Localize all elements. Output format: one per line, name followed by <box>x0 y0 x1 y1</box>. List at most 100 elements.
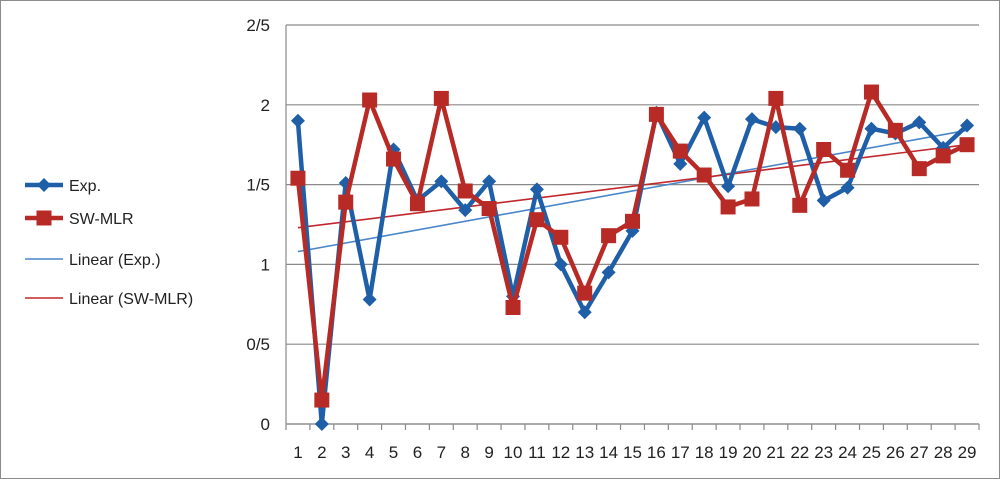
data-point <box>744 112 759 127</box>
data-point <box>887 122 903 138</box>
x-tick-label: 12 <box>551 443 570 462</box>
legend-label: Linear (Exp.) <box>69 252 161 269</box>
legend-item-1: SW-MLR <box>25 210 134 228</box>
data-point <box>386 151 402 167</box>
data-point <box>481 201 497 217</box>
y-tick-label: 2/5 <box>246 16 270 35</box>
data-point <box>672 143 688 159</box>
data-point <box>959 137 975 153</box>
data-point <box>625 213 640 229</box>
x-tick-label: 10 <box>504 443 523 462</box>
trendline-3 <box>297 143 968 229</box>
x-tick-label: 5 <box>389 443 398 462</box>
x-tick-label: 24 <box>838 443 857 462</box>
x-tick-label: 23 <box>814 443 833 462</box>
data-point <box>409 196 425 212</box>
data-point <box>744 191 760 207</box>
legend: Exp. SW-MLR Linear (Exp.) Linear (SW-MLR) <box>25 178 193 308</box>
legend-marker <box>37 178 51 192</box>
data-point <box>601 228 617 244</box>
data-point <box>433 90 449 106</box>
data-point <box>577 305 592 320</box>
x-tick-label: 17 <box>671 443 690 462</box>
data-point <box>290 113 305 128</box>
x-tick-label: 16 <box>647 443 666 462</box>
x-tick-label: 3 <box>341 443 350 462</box>
data-point <box>553 229 569 245</box>
x-axis: 1 2 3 4 5 6 7 8 9 10 11 12 13 14 15 16 17 18 19 20 21 22 23 24 2… <box>285 423 980 462</box>
data-point <box>553 257 568 272</box>
x-tick-label: 28 <box>934 443 953 462</box>
data-point <box>792 121 807 136</box>
data-point <box>577 285 593 301</box>
data-point <box>648 106 664 122</box>
x-tick-label: 1 <box>293 443 302 462</box>
data-point <box>911 161 927 177</box>
x-tick-label: 14 <box>599 443 618 462</box>
data-point <box>457 183 473 199</box>
data-point <box>338 194 354 210</box>
x-tick-label: 2 <box>317 443 326 462</box>
legend-item-0: Exp. <box>25 178 101 195</box>
data-point <box>505 299 521 315</box>
data-point <box>314 392 330 408</box>
data-point <box>673 156 688 171</box>
data-point <box>458 203 473 218</box>
data-point <box>935 148 951 164</box>
series-lines <box>290 84 975 431</box>
x-tick-label: 19 <box>719 443 738 462</box>
x-tick-label: 11 <box>528 443 546 462</box>
x-tick-label: 26 <box>886 443 905 462</box>
data-point <box>840 180 855 195</box>
data-point <box>816 193 831 208</box>
x-tick-label: 25 <box>862 443 881 462</box>
data-point <box>482 174 497 189</box>
x-tick-label: 7 <box>437 443 446 462</box>
x-tick-label: 8 <box>460 443 469 462</box>
data-point <box>529 182 544 197</box>
data-point <box>601 265 616 280</box>
data-point <box>721 179 736 194</box>
series-markers-1 <box>290 84 975 408</box>
legend-item-3: Linear (SW-MLR) <box>25 291 193 308</box>
data-point <box>314 417 329 431</box>
x-tick-label: 18 <box>695 443 714 462</box>
data-point <box>768 90 784 106</box>
data-point <box>864 121 879 136</box>
y-tick-label: 1/5 <box>246 176 270 195</box>
data-point <box>529 212 545 228</box>
x-tick-label: 15 <box>623 443 642 462</box>
data-point <box>816 141 832 157</box>
y-tick-label: 0 <box>261 415 270 434</box>
y-axis: 0 0/5 1 1/5 2 2/5 <box>246 16 287 434</box>
x-tick-label: 27 <box>910 443 929 462</box>
legend-marker <box>36 210 52 226</box>
x-tick-label: 9 <box>484 443 493 462</box>
data-point <box>912 115 927 130</box>
x-tick-label: 13 <box>575 443 594 462</box>
data-point <box>720 199 736 215</box>
y-tick-label: 1 <box>261 255 270 274</box>
y-tick-label: 0/5 <box>246 335 270 354</box>
data-point <box>362 292 377 307</box>
legend-label: Linear (SW-MLR) <box>69 291 193 308</box>
legend-label: SW-MLR <box>69 211 134 228</box>
data-point <box>697 110 712 125</box>
data-point <box>290 170 306 186</box>
x-tick-label: 20 <box>743 443 762 462</box>
data-point <box>434 174 449 189</box>
x-tick-label: 29 <box>958 443 977 462</box>
x-tick-label: 6 <box>413 443 422 462</box>
data-point <box>696 167 712 183</box>
legend-label: Exp. <box>69 178 101 195</box>
legend-item-2: Linear (Exp.) <box>25 252 161 269</box>
y-tick-label: 2 <box>261 96 270 115</box>
data-point <box>840 162 856 178</box>
data-point <box>863 84 879 100</box>
x-tick-label: 21 <box>766 443 785 462</box>
x-tick-label: 22 <box>790 443 809 462</box>
data-point <box>362 92 378 108</box>
data-point <box>960 118 975 133</box>
